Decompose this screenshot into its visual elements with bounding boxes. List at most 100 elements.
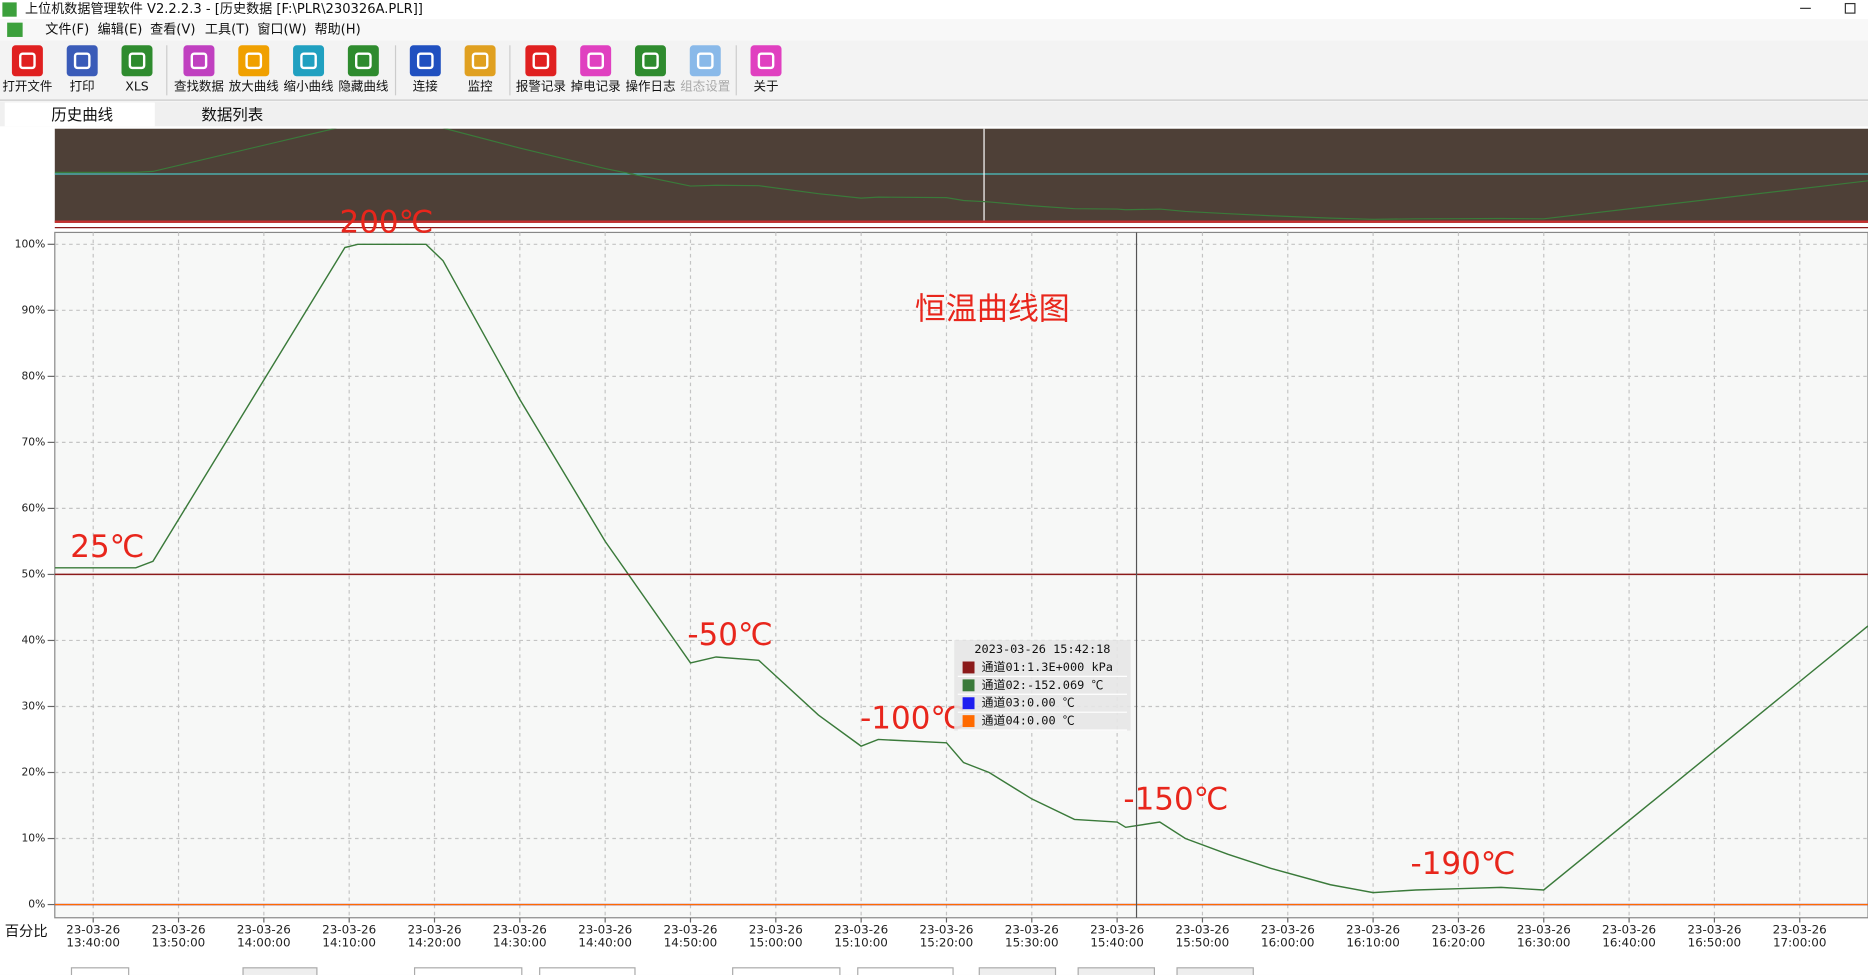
toolbar-icon-glyph	[532, 52, 550, 70]
tab-label[interactable]: 数据列表	[201, 106, 263, 124]
toolbar-button[interactable]: 缩小曲线	[284, 45, 334, 94]
title-bar	[0, 0, 1868, 20]
x-tick-label: 23-03-26 13:40:00	[66, 923, 121, 950]
toolbar	[0, 40, 1868, 101]
x-tick-label: 23-03-26 14:00:00	[236, 923, 291, 950]
toolbar-icon-glyph	[416, 52, 434, 70]
x-tick-label: 23-03-26 16:20:00	[1431, 923, 1486, 950]
toolbar-button[interactable]: 查找数据	[174, 45, 224, 94]
x-tick-label: 23-03-26 14:10:00	[322, 923, 377, 950]
menu-item[interactable]: 帮助(H)	[315, 21, 361, 37]
x-tick-label: 23-03-26 16:00:00	[1260, 923, 1315, 950]
toolbar-icon	[183, 45, 215, 77]
window-title: 上位机数据管理软件 V2.2.2.3 - [历史数据 [F:\PLR\23032…	[25, 1, 423, 17]
x-tick-label: 23-03-26 17:00:00	[1772, 923, 1827, 950]
toolbar-icon	[750, 45, 782, 77]
y-tick-label: 10%	[21, 832, 45, 845]
tooltip-row: 通道04:0.00 ℃	[982, 714, 1075, 728]
tooltip-swatch	[962, 679, 975, 692]
toolbar-icon-glyph	[73, 52, 91, 70]
toolbar-label: 放大曲线	[229, 79, 279, 94]
toolbar-button[interactable]: 连接	[409, 45, 441, 94]
menu-item[interactable]: 工具(T)	[205, 22, 249, 37]
y-axis-label: 百分比	[5, 923, 48, 940]
toolbar-icon	[634, 45, 666, 77]
overview-strip	[54, 128, 1868, 223]
toolbar-button[interactable]: 报警记录	[516, 45, 566, 94]
annotation: 25℃	[70, 529, 144, 565]
toolbar-button[interactable]: 掉电记录	[571, 45, 621, 94]
tab-inactive[interactable]	[154, 104, 305, 127]
y-tick-label: 30%	[21, 699, 45, 712]
y-tick-label: 100%	[15, 237, 46, 250]
toolbar-icon	[11, 45, 43, 77]
toolbar-icon	[525, 45, 557, 77]
toolbar-icon	[121, 45, 153, 77]
tooltip-swatch	[962, 661, 975, 674]
x-tick-label: 23-03-26 15:00:00	[748, 923, 803, 950]
y-tick-label: 40%	[21, 633, 45, 646]
chart-title: 恒温曲线图	[915, 292, 1070, 328]
series-line	[54, 243, 1868, 894]
toolbar-label: 关于	[754, 79, 779, 94]
y-tick-label: 80%	[21, 369, 45, 382]
menu-item[interactable]: 文件(F)	[45, 21, 89, 37]
toolbar-icon-glyph	[300, 52, 317, 70]
toolbar-icon-glyph	[128, 52, 146, 70]
x-tick-label: 23-03-26 15:20:00	[919, 923, 974, 950]
annotation: -190℃	[1411, 846, 1516, 882]
menu-icon	[7, 22, 23, 37]
x-tick-label: 23-03-26 14:50:00	[663, 923, 718, 950]
toolbar-label: 查找数据	[174, 79, 224, 94]
toolbar-button[interactable]: 关于	[750, 45, 782, 94]
toolbar-label: 报警记录	[516, 79, 566, 94]
toolbar-label: 连接	[413, 79, 438, 94]
tooltip-row: 通道03:0.00 ℃	[982, 696, 1075, 710]
y-tick-label: 90%	[21, 303, 45, 316]
toolbar-button[interactable]: 打开文件	[2, 45, 52, 94]
toolbar-icon	[347, 45, 379, 77]
x-tick-label: 23-03-26 14:30:00	[492, 923, 547, 950]
toolbar-button[interactable]: 打印	[66, 45, 98, 94]
menu-item[interactable]: 窗口(W)	[257, 20, 306, 37]
x-tick-label: 23-03-26 16:30:00	[1516, 923, 1571, 950]
tooltip-swatch	[962, 697, 975, 710]
annotation: 200℃	[340, 205, 434, 241]
toolbar-button[interactable]: 放大曲线	[229, 45, 279, 94]
overview-series-line	[54, 128, 1868, 220]
toolbar-button[interactable]: 隐藏曲线	[338, 45, 389, 94]
y-tick-label: 70%	[21, 435, 45, 448]
annotation: -150℃	[1123, 781, 1228, 817]
toolbar-label: XLS	[125, 79, 149, 94]
app-icon	[2, 2, 17, 17]
toolbar-button[interactable]: 操作日志	[625, 45, 675, 94]
menu-item[interactable]: 查看(V)	[150, 21, 195, 37]
tab-active[interactable]	[4, 102, 155, 127]
toolbar-icon-glyph	[190, 52, 208, 70]
restore-button[interactable]	[1844, 2, 1856, 14]
toolbar-label: 操作日志	[625, 79, 675, 94]
toolbar-label: 打印	[70, 79, 95, 94]
toolbar-label: 打开文件	[2, 79, 52, 94]
tooltip: 2023-03-26 15:42:18 通道01:1.3E+000 kPa 通道02…	[954, 640, 1131, 731]
tab-label[interactable]: 历史曲线	[51, 106, 113, 124]
menu-item[interactable]: 编辑(E)	[98, 21, 143, 37]
y-tick-label: 60%	[21, 501, 45, 514]
annotation: -50℃	[687, 617, 772, 653]
y-tick-label: 50%	[21, 567, 45, 580]
toolbar-icon-glyph	[587, 52, 605, 70]
toolbar-icon-glyph	[19, 52, 36, 70]
x-tick-label: 23-03-26 16:40:00	[1602, 923, 1657, 950]
bottom-controls	[70, 967, 1254, 975]
toolbar-button[interactable]: XLS	[121, 45, 153, 94]
toolbar-icon	[689, 45, 721, 77]
x-tick-label: 23-03-26 14:40:00	[578, 923, 633, 950]
toolbar-button[interactable]: 组态设置	[680, 45, 730, 94]
toolbar-button[interactable]: 监控	[464, 45, 496, 94]
x-tick-label: 23-03-26 15:40:00	[1090, 923, 1145, 950]
x-tick-label: 23-03-26 15:10:00	[834, 923, 889, 950]
tooltip-swatch	[962, 715, 975, 728]
toolbar-label: 监控	[468, 79, 493, 94]
toolbar-icon-glyph	[355, 52, 372, 70]
